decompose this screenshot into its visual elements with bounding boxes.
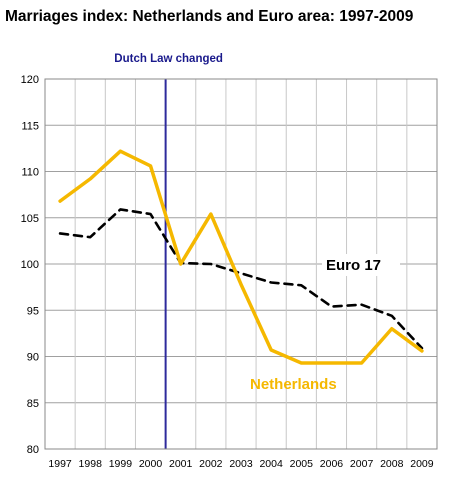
euro17-label-bg — [322, 254, 400, 276]
netherlands-line — [58, 149, 424, 365]
euro17-label: Euro 17 — [326, 257, 381, 274]
y-tick-label: 95 — [27, 305, 39, 317]
netherlands-label: Netherlands — [250, 376, 337, 393]
x-tick-label: 1997 — [48, 458, 72, 470]
y-tick-label: 115 — [21, 120, 39, 132]
x-tick-label: 2007 — [350, 458, 374, 470]
chart-title: Marriages index: Netherlands and Euro ar… — [5, 8, 414, 25]
y-tick-label: 120 — [21, 74, 39, 86]
x-tick-label: 2006 — [320, 458, 344, 470]
x-tick-label: 2001 — [169, 458, 193, 470]
series-labels: Euro 17 Netherlands — [250, 254, 400, 393]
series-lines — [58, 149, 424, 365]
y-tick-label: 85 — [27, 398, 39, 410]
plot-frame — [44, 78, 438, 450]
x-tick-label: 2004 — [259, 458, 283, 470]
x-tick-label: 2000 — [139, 458, 163, 470]
x-tick-label: 2009 — [410, 458, 434, 470]
annotation-label: Dutch Law changed — [114, 53, 223, 65]
x-tick-label: 2008 — [380, 458, 404, 470]
annotation-group: Dutch Law changed — [114, 53, 223, 449]
x-tick-label: 2003 — [229, 458, 253, 470]
x-tick-label: 2002 — [199, 458, 223, 470]
y-tick-label: 100 — [21, 259, 39, 271]
y-tick-label: 105 — [21, 213, 39, 225]
y-tick-label: 90 — [27, 352, 39, 364]
y-tick-label: 110 — [21, 167, 39, 179]
y-tick-label: 80 — [27, 444, 39, 456]
euro17-line — [58, 208, 424, 350]
x-tick-label: 1999 — [109, 458, 133, 470]
y-axis-labels: 80 85 90 95 100 105 110 115 120 — [21, 74, 39, 456]
x-axis-labels: 1997 1998 1999 2000 2001 2002 2003 2004 2005 2006… — [48, 458, 433, 470]
x-tick-label: 1998 — [79, 458, 103, 470]
x-tick-label: 2005 — [290, 458, 314, 470]
